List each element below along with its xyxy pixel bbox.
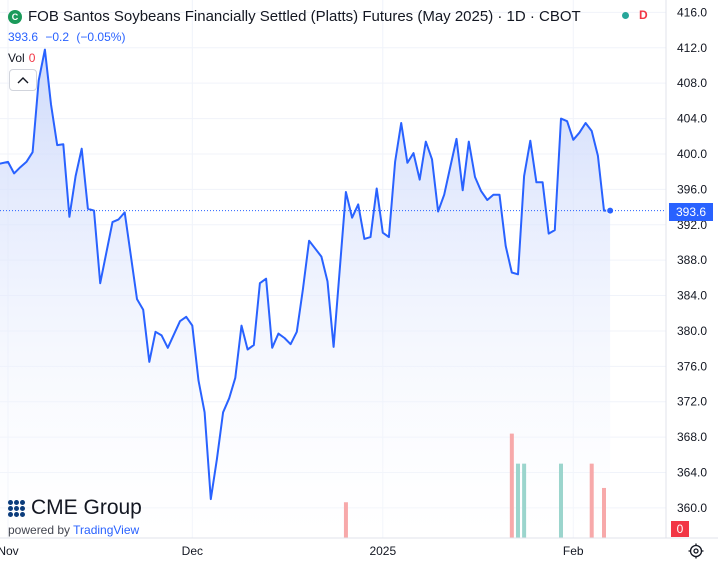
time-axis[interactable]: NovDec2025FebMarApr: [0, 544, 718, 558]
time-tick-label: Dec: [182, 544, 203, 558]
volume-bar: [343, 502, 348, 538]
price-tick-label: 372.0: [677, 395, 707, 409]
quote-line: 393.6 −0.2 (−0.05%): [8, 30, 129, 44]
gear-icon[interactable]: [688, 543, 704, 559]
brand-name: CME Group: [31, 496, 142, 519]
last-price-dot: [606, 206, 615, 215]
market-status-dot-icon[interactable]: [622, 12, 629, 19]
price-tick-label: 412.0: [677, 41, 707, 55]
price-change-percent: (−0.05%): [76, 30, 126, 44]
price-tick-label: 368.0: [677, 430, 707, 444]
time-tick-label: Feb: [563, 544, 584, 558]
powered-by[interactable]: powered by TradingView: [8, 523, 140, 537]
volume-bar: [589, 463, 594, 538]
volume-bars: [343, 433, 606, 538]
chevron-up-icon: [17, 77, 29, 84]
symbol-title[interactable]: FOB Santos Soybeans Financially Settled …: [28, 8, 581, 25]
price-tick-label: 392.0: [677, 218, 707, 232]
price-tick-label: 408.0: [677, 76, 707, 90]
price-tick-label: 360.0: [677, 501, 707, 515]
price-change: −0.2: [45, 30, 70, 44]
price-tick-label: 400.0: [677, 147, 707, 161]
price-axis[interactable]: 416.0 412.0 408.0 404.0 400.0 396.0 392.0 388.0…: [677, 5, 707, 515]
price-area: [0, 49, 611, 538]
delayed-data-badge[interactable]: D: [639, 8, 648, 22]
price-tick-label: 396.0: [677, 182, 707, 196]
chart-header: C FOB Santos Soybeans Financially Settle…: [8, 8, 581, 25]
volume-bar: [509, 433, 514, 538]
volume-bar: [522, 463, 527, 538]
tradingview-link[interactable]: TradingView: [73, 523, 140, 537]
collapse-legend-button[interactable]: [9, 69, 37, 91]
last-price-axis-label: 393.6: [669, 203, 713, 221]
price-tick-label: 388.0: [677, 253, 707, 267]
time-tick-label: Nov: [0, 544, 19, 558]
cme-logo-icon: [8, 499, 25, 517]
price-tick-label: 364.0: [677, 466, 707, 480]
time-tick-label: 2025: [369, 544, 396, 558]
volume-bar: [602, 487, 606, 538]
volume-label: Vol: [8, 51, 25, 65]
price-line: [0, 48, 611, 501]
volume-value: 0: [28, 51, 36, 65]
price-tick-label: 416.0: [677, 5, 707, 19]
volume-legend: Vol 0: [8, 51, 35, 65]
price-tick-label: 380.0: [677, 324, 707, 338]
price-tick-label: 404.0: [677, 112, 707, 126]
branding[interactable]: CME Group powered by TradingView: [8, 496, 142, 537]
last-price: 393.6: [8, 30, 39, 44]
volume-axis-label: 0: [671, 521, 689, 537]
exchange-logo-icon: C: [8, 9, 22, 24]
price-tick-label: 384.0: [677, 289, 707, 303]
volume-bar: [515, 463, 520, 538]
price-tick-label: 376.0: [677, 359, 707, 373]
volume-bar: [558, 463, 563, 538]
